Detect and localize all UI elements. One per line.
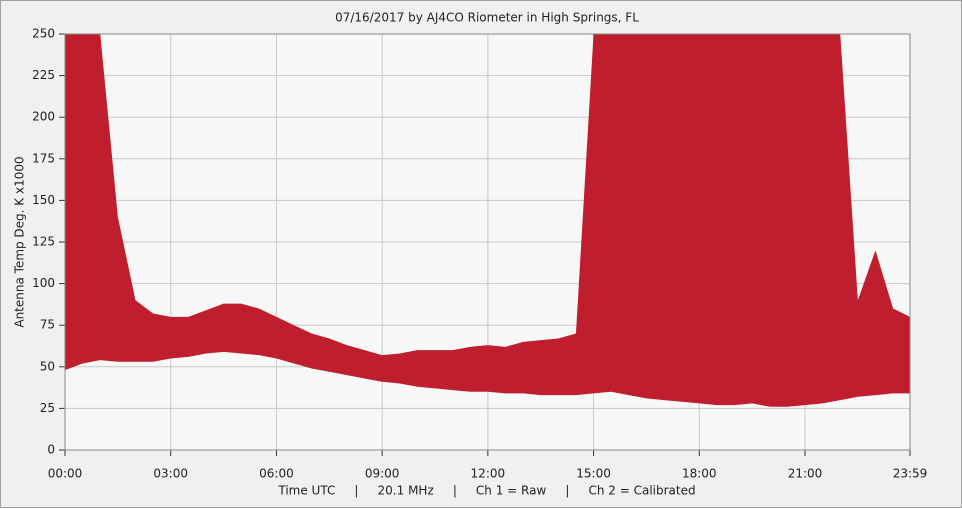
- chart-title: 07/16/2017 by AJ4CO Riometer in High Spr…: [335, 11, 639, 25]
- y-tick-label: 225: [32, 68, 55, 82]
- y-tick-label: 175: [32, 151, 55, 165]
- x-tick-label: 21:00: [788, 467, 823, 481]
- x-tick-label: 09:00: [365, 467, 400, 481]
- x-tick-label: 15:00: [576, 467, 611, 481]
- y-tick-label: 125: [32, 235, 55, 249]
- y-tick-label: 50: [40, 359, 55, 373]
- y-tick-label: 200: [32, 110, 55, 124]
- y-tick-label: 150: [32, 193, 55, 207]
- x-tick-label: 00:00: [48, 467, 83, 481]
- y-tick-label: 75: [40, 318, 55, 332]
- x-tick-label: 12:00: [471, 467, 506, 481]
- y-tick-label: 100: [32, 276, 55, 290]
- y-tick-label: 25: [40, 401, 55, 415]
- plot-border: [64, 33, 911, 451]
- footer: Time UTC | 20.1 MHz | Ch 1 = Raw | Ch 2 …: [277, 484, 695, 498]
- signal-band: [65, 34, 910, 407]
- y-tick-label: 250: [32, 27, 55, 41]
- x-tick-label: 03:00: [153, 467, 188, 481]
- y-axis-label: Antenna Temp Deg. K x1000: [13, 156, 27, 327]
- x-tick-label: 18:00: [682, 467, 717, 481]
- x-tick-label: 06:00: [259, 467, 294, 481]
- x-tick-label: 23:59: [893, 467, 928, 481]
- y-tick-label: 0: [47, 443, 55, 457]
